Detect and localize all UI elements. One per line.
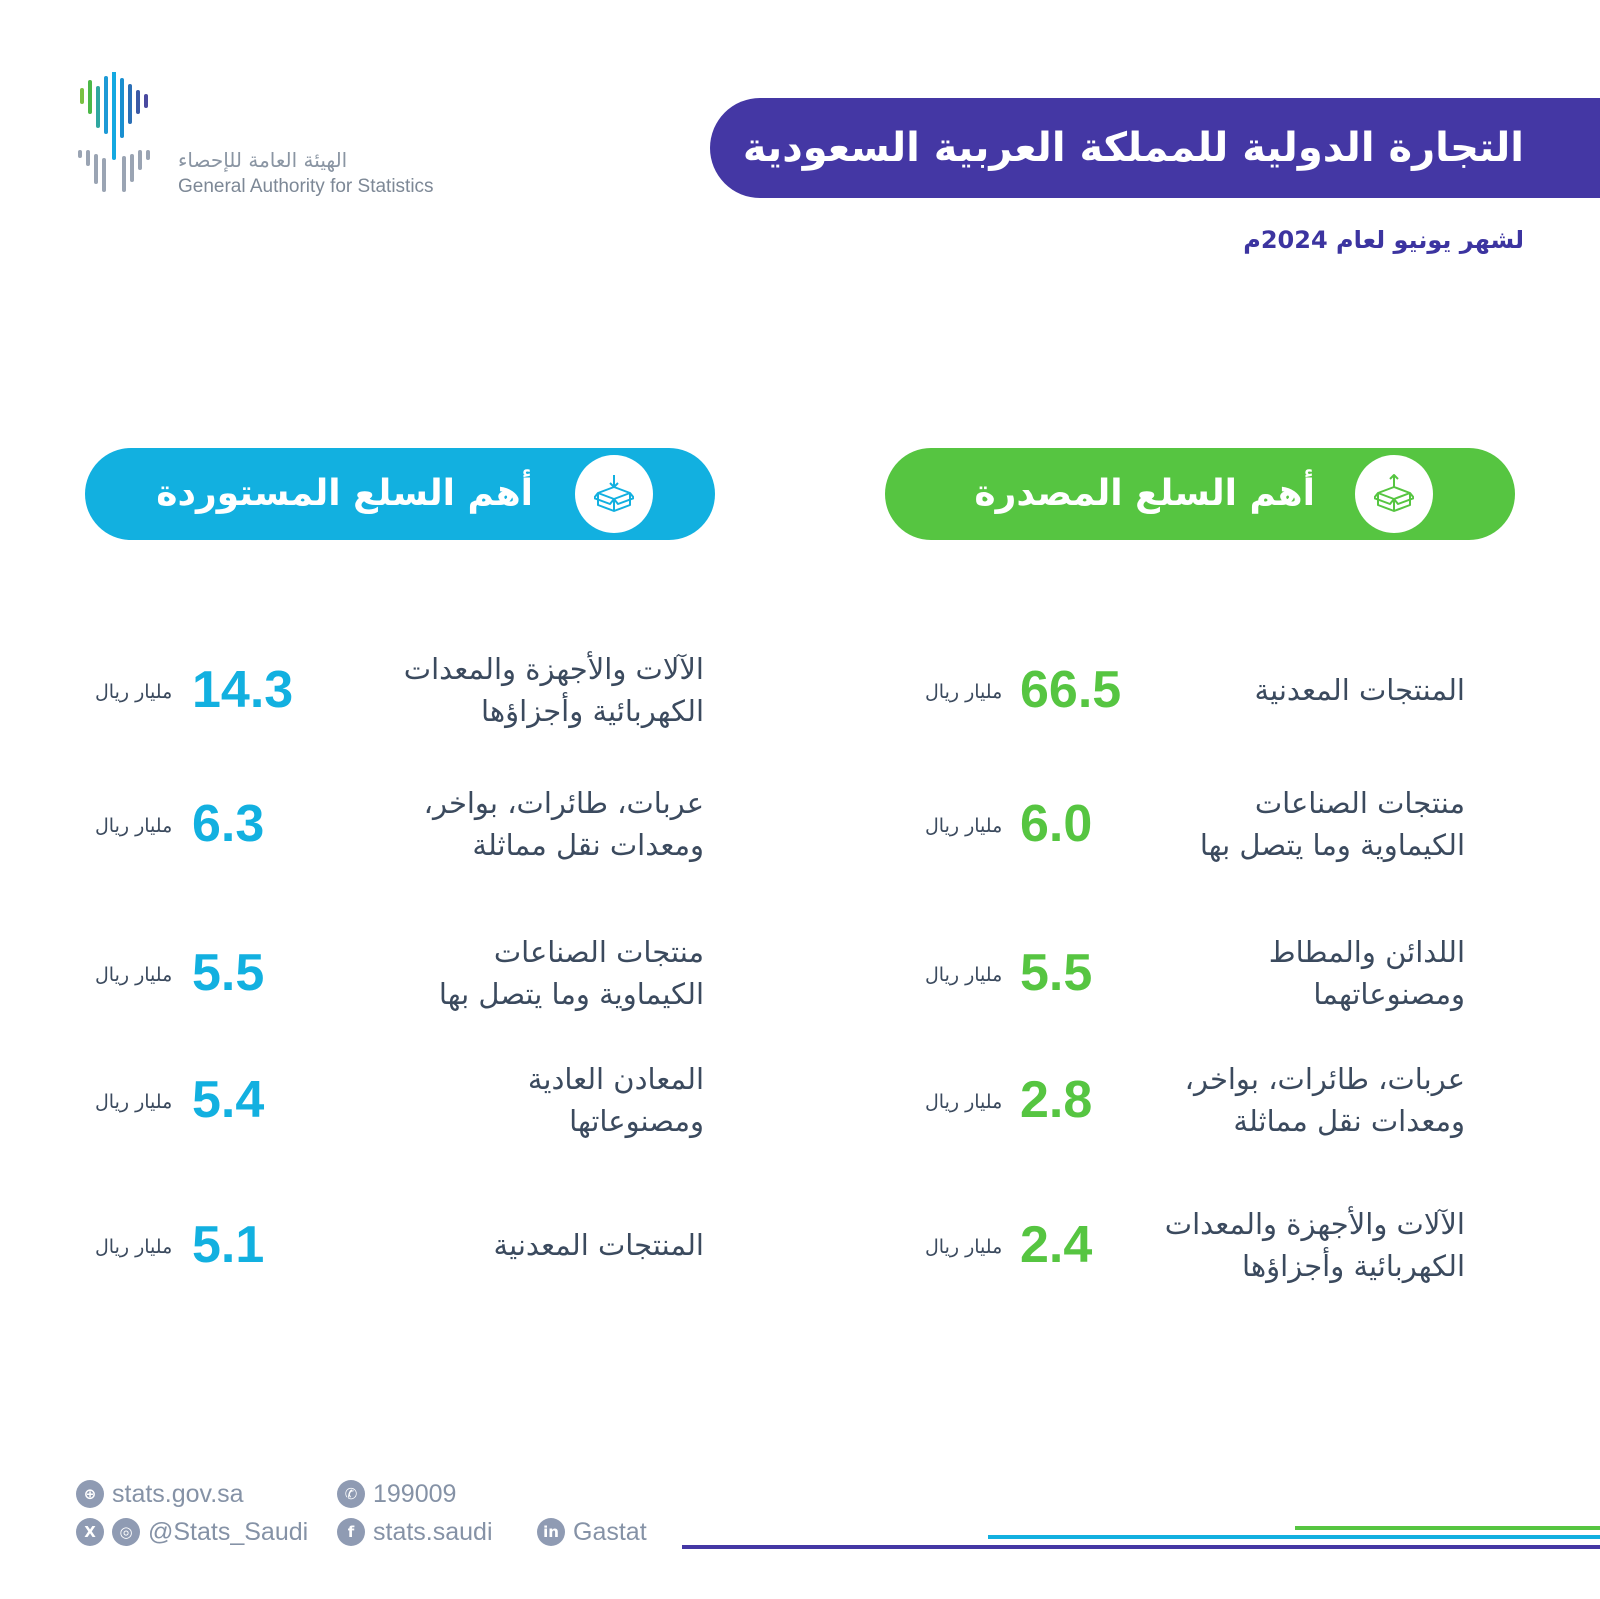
import-item-label: المنتجات المعدنية — [493, 1228, 704, 1262]
footer-facebook[interactable]: f stats.saudi — [337, 1516, 493, 1548]
instagram-icon: ◎ — [112, 1518, 140, 1546]
import-item-unit: مليار ريال — [95, 681, 173, 703]
social-handle[interactable]: @Stats_Saudi — [148, 1517, 309, 1546]
export-item-value: 6.0 — [1020, 795, 1093, 853]
page-title: التجارة الدولية للمملكة العربية السعودية — [742, 125, 1524, 171]
phone-number[interactable]: 199009 — [373, 1479, 457, 1508]
import-item-label: منتجات الصناعات الكيماوية وما يتصل بها — [438, 935, 704, 1011]
import-item-value: 5.1 — [192, 1216, 265, 1274]
export-item-value: 5.5 — [1020, 944, 1093, 1002]
export-row: اللدائن والمطاط ومصنوعاتهما 5.5 مليار ري… — [800, 923, 1540, 1023]
import-item-value: 5.5 — [192, 944, 265, 1002]
import-item-unit: مليار ريال — [95, 964, 173, 986]
linkedin-icon: in — [537, 1518, 565, 1546]
footer-line-purple — [682, 1545, 1600, 1549]
export-item-value: 2.4 — [1020, 1216, 1093, 1274]
import-item-label: الآلات والأجهزة والمعدات الكهربائية وأجز… — [403, 652, 704, 728]
website-link[interactable]: stats.gov.sa — [112, 1479, 244, 1508]
export-item-value: 66.5 — [1020, 661, 1122, 719]
export-row: عربات، طائرات، بواخر، ومعدات نقل مماثلة … — [800, 1050, 1540, 1150]
export-item-unit: مليار ريال — [925, 815, 1003, 837]
phone-icon: ✆ — [337, 1480, 365, 1508]
export-row: الآلات والأجهزة والمعدات الكهربائية وأجز… — [800, 1195, 1540, 1295]
import-item-label: عربات، طائرات، بواخر، ومعدات نقل مماثلة — [423, 786, 704, 862]
footer-line-green — [1295, 1526, 1600, 1530]
exports-heading-pill: أهم السلع المصدرة — [885, 448, 1515, 540]
export-item-label: الآلات والأجهزة والمعدات الكهربائية وأجز… — [1164, 1207, 1465, 1283]
imports-heading-pill: أهم السلع المستوردة — [85, 448, 715, 540]
facebook-icon: f — [337, 1518, 365, 1546]
gastat-logo: الهيئة العامة للإحصاء General Authority … — [74, 72, 454, 202]
import-item-unit: مليار ريال — [95, 1091, 173, 1113]
facebook-handle[interactable]: stats.saudi — [373, 1517, 493, 1546]
footer-social-handle[interactable]: X ◎ @Stats_Saudi — [76, 1516, 308, 1548]
exports-heading: أهم السلع المصدرة — [974, 473, 1315, 514]
import-item-value: 5.4 — [192, 1071, 265, 1129]
logo-mark-icon — [78, 72, 150, 192]
footer-line-blue — [988, 1535, 1600, 1539]
imports-heading: أهم السلع المستوردة — [156, 473, 533, 514]
export-item-unit: مليار ريال — [925, 1091, 1003, 1113]
org-name-english: General Authority for Statistics — [178, 176, 434, 197]
footer-phone[interactable]: ✆ 199009 — [337, 1478, 456, 1510]
export-item-label: عربات، طائرات، بواخر، ومعدات نقل مماثلة — [1184, 1062, 1465, 1138]
footer-website[interactable]: ⊕ stats.gov.sa — [76, 1478, 244, 1510]
title-banner: التجارة الدولية للمملكة العربية السعودية — [710, 98, 1600, 198]
globe-icon: ⊕ — [76, 1480, 104, 1508]
x-icon: X — [76, 1518, 104, 1546]
export-item-label: اللدائن والمطاط ومصنوعاتهما — [1268, 935, 1465, 1011]
footer-linkedin[interactable]: in Gastat — [537, 1516, 647, 1548]
export-row: المنتجات المعدنية 66.5 مليار ريال — [800, 640, 1540, 740]
import-row: الآلات والأجهزة والمعدات الكهربائية وأجز… — [0, 640, 740, 740]
page-subtitle: لشهر يونيو لعام 2024م — [1243, 226, 1524, 254]
box-export-icon — [1355, 455, 1433, 533]
export-item-label: المنتجات المعدنية — [1254, 673, 1465, 707]
org-name-arabic: الهيئة العامة للإحصاء — [178, 148, 348, 172]
export-item-value: 2.8 — [1020, 1071, 1093, 1129]
import-item-unit: مليار ريال — [95, 815, 173, 837]
import-item-label: المعادن العادية ومصنوعاتها — [527, 1062, 704, 1138]
export-item-label: منتجات الصناعات الكيماوية وما يتصل بها — [1199, 786, 1465, 862]
import-row: عربات، طائرات، بواخر، ومعدات نقل مماثلة … — [0, 774, 740, 874]
export-item-unit: مليار ريال — [925, 681, 1003, 703]
import-row: المعادن العادية ومصنوعاتها 5.4 مليار ريا… — [0, 1050, 740, 1150]
export-row: منتجات الصناعات الكيماوية وما يتصل بها 6… — [800, 774, 1540, 874]
export-item-unit: مليار ريال — [925, 1236, 1003, 1258]
export-item-unit: مليار ريال — [925, 964, 1003, 986]
box-import-icon — [575, 455, 653, 533]
import-row: منتجات الصناعات الكيماوية وما يتصل بها 5… — [0, 923, 740, 1023]
import-item-value: 6.3 — [192, 795, 265, 853]
import-item-unit: مليار ريال — [95, 1236, 173, 1258]
import-row: المنتجات المعدنية 5.1 مليار ريال — [0, 1195, 740, 1295]
linkedin-handle[interactable]: Gastat — [573, 1517, 647, 1546]
import-item-value: 14.3 — [192, 661, 294, 719]
